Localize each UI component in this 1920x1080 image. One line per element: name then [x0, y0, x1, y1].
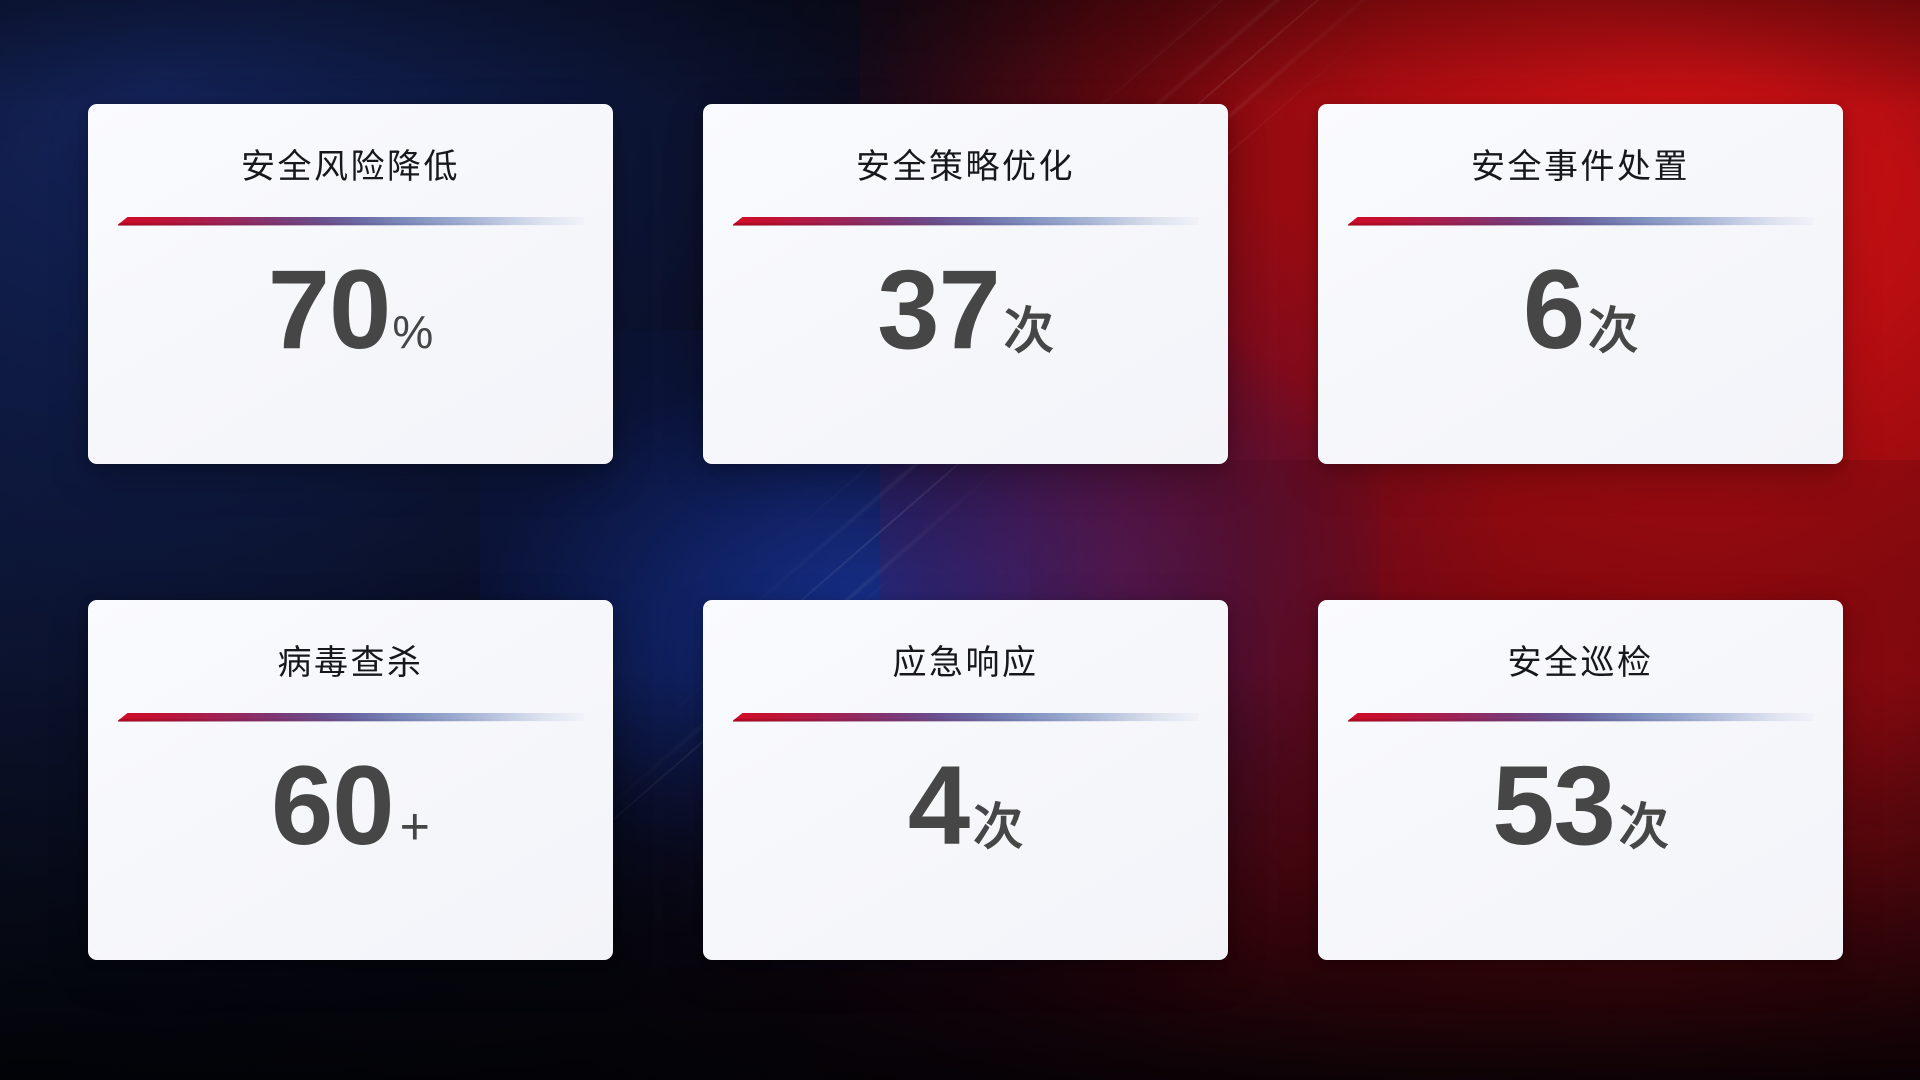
metric-readout: 37 次 — [877, 254, 1054, 366]
metric-card-grid: 安全风险降低 70% 安全策略优化 37 次安全事件处置 6 次病毒查杀 60 + 应急响应 4 次安… — [88, 104, 1848, 960]
divider-shadow-bar — [732, 223, 1199, 226]
metric-readout: 60 + — [271, 750, 430, 862]
metric-unit: 次 — [1003, 303, 1054, 359]
metric-unit: 次 — [973, 799, 1024, 855]
divider-shadow-bar — [117, 719, 584, 722]
metric-unit: 次 — [1588, 303, 1639, 359]
divider-gradient-bar — [732, 713, 1199, 721]
metric-card-title: 安全事件处置 — [1471, 148, 1690, 186]
metric-card-divider — [117, 216, 584, 228]
divider-shadow-bar — [1347, 719, 1814, 722]
divider-shadow-bar — [117, 223, 584, 226]
metric-card-title: 安全风险降低 — [241, 148, 460, 186]
metric-value: 6 — [1522, 247, 1585, 372]
divider-shadow-bar — [1347, 223, 1814, 226]
divider-gradient-bar — [117, 713, 584, 721]
metric-card-title: 应急响应 — [892, 644, 1039, 682]
metric-card-divider — [117, 712, 584, 724]
metric-card-divider — [732, 216, 1199, 228]
metric-card-title: 安全巡检 — [1507, 644, 1654, 682]
metric-card-divider — [1347, 712, 1814, 724]
metric-card[interactable]: 安全风险降低 70% — [88, 104, 613, 464]
metric-value: 4 — [907, 743, 970, 868]
metric-card-divider — [1347, 216, 1814, 228]
metric-readout: 70% — [268, 254, 433, 366]
divider-shadow-bar — [732, 719, 1199, 722]
metric-card[interactable]: 安全策略优化 37 次 — [703, 104, 1228, 464]
metric-card[interactable]: 安全巡检 53 次 — [1318, 600, 1843, 960]
metric-value: 70 — [267, 247, 392, 372]
metric-value: 37 — [877, 247, 1001, 372]
metric-card[interactable]: 安全事件处置 6 次 — [1318, 104, 1843, 464]
divider-gradient-bar — [1347, 217, 1814, 225]
metric-card-divider — [732, 712, 1199, 724]
metric-unit: % — [392, 306, 434, 358]
divider-gradient-bar — [117, 217, 584, 225]
metric-card[interactable]: 应急响应 4 次 — [703, 600, 1228, 960]
metric-card[interactable]: 病毒查杀 60 + — [88, 600, 613, 960]
metric-value: 60 — [271, 743, 395, 868]
metric-value: 53 — [1492, 743, 1616, 868]
metric-readout: 53 次 — [1492, 750, 1669, 862]
metric-unit: 次 — [1618, 799, 1669, 855]
metric-card-title: 病毒查杀 — [277, 644, 424, 682]
metric-card-title: 安全策略优化 — [856, 148, 1075, 186]
metric-unit: + — [399, 798, 430, 856]
divider-gradient-bar — [732, 217, 1199, 225]
divider-gradient-bar — [1347, 713, 1814, 721]
